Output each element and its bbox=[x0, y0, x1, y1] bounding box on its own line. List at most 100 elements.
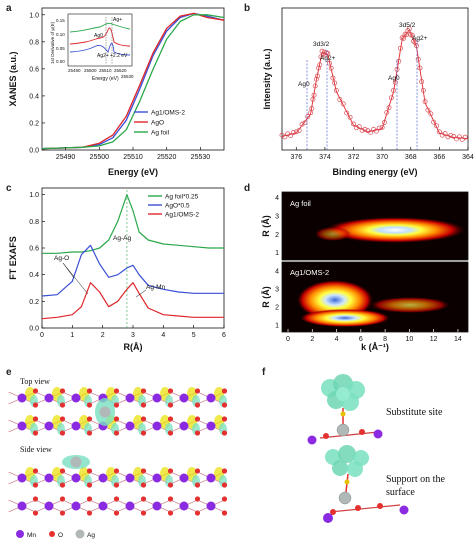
atom-mn bbox=[125, 421, 135, 431]
label-substitute-site: Substitute site bbox=[386, 407, 443, 418]
atom-o bbox=[221, 430, 228, 436]
xps-point bbox=[317, 62, 323, 68]
atom-mn bbox=[44, 421, 54, 431]
xtick-label-b: 368 bbox=[405, 154, 417, 161]
inset-ytick-2: 0.05 bbox=[56, 46, 65, 51]
side-view-label: Side view bbox=[20, 445, 52, 454]
xtick-label-c: 3 bbox=[131, 332, 135, 339]
xtick-label-b: 366 bbox=[434, 154, 446, 161]
atom-mn bbox=[206, 501, 216, 511]
atom-mn bbox=[71, 473, 81, 483]
xps-point bbox=[328, 65, 334, 71]
atom-o bbox=[221, 510, 228, 516]
atom-mn bbox=[125, 501, 135, 511]
atom-mn bbox=[152, 501, 162, 511]
ytick-label-a: 0.2 bbox=[29, 120, 39, 127]
xtick-label-d: 8 bbox=[383, 336, 387, 343]
xtick-label-a: 25510 bbox=[123, 154, 143, 161]
xps-point bbox=[327, 60, 332, 66]
xps-point bbox=[419, 79, 425, 85]
atom-mn bbox=[17, 421, 27, 431]
panel-c-chart: 0 1 2 3 4 5 6 0.0 0.2 0.4 0.6 0.8 1.0 Ag-Ag Ag-O Ag… bbox=[8, 187, 226, 352]
xtick-label-b: 364 bbox=[462, 154, 474, 161]
xtick-label-c: 4 bbox=[161, 332, 165, 339]
panel-f-structure: Substitute site Support on the surface bbox=[307, 374, 445, 523]
xps-point bbox=[396, 58, 402, 64]
inset-ylabel: 1st Derivative of μ(E) bbox=[50, 21, 55, 64]
inset-curve-ag1oms2 bbox=[69, 42, 131, 56]
atom-o bbox=[221, 416, 228, 422]
atom-mn bbox=[206, 393, 216, 403]
inset-ann-ag2plus: Ag2+ bbox=[97, 53, 109, 59]
xanes-line-2 bbox=[41, 14, 225, 150]
atom-mn bbox=[17, 473, 27, 483]
legend-label-o: O bbox=[58, 532, 63, 539]
xps-point bbox=[288, 133, 294, 139]
xps-point bbox=[442, 131, 448, 137]
xps-point bbox=[340, 101, 346, 107]
xps-label-3d3: 3d3/2 bbox=[313, 41, 330, 48]
atom-mn bbox=[125, 473, 135, 483]
xps-point bbox=[409, 33, 415, 38]
atom-mn bbox=[179, 501, 189, 511]
panel-a-ylabel: XANES (a.u.) bbox=[8, 51, 18, 106]
xps-point bbox=[299, 121, 305, 127]
panel-a-xlabel: Energy (eV) bbox=[108, 167, 158, 177]
exafs-arrow-agmn bbox=[135, 289, 147, 298]
ytick-label-d-bottom: 3 bbox=[275, 287, 279, 294]
legend-atom-ag bbox=[75, 529, 85, 539]
xps-point bbox=[312, 83, 318, 89]
ytick-label-a: 0.4 bbox=[29, 93, 39, 100]
inset-ann-shift: +2.2 eV bbox=[110, 53, 128, 59]
xps-point bbox=[414, 43, 419, 49]
xps-point bbox=[293, 129, 299, 135]
legend-label-agfoil: Ag foil bbox=[151, 130, 170, 137]
heatmap-ag1oms2-frame bbox=[281, 261, 469, 333]
xps-point bbox=[316, 65, 322, 71]
xtick-label-d: 6 bbox=[359, 336, 363, 343]
xps-point bbox=[368, 129, 374, 135]
xps-point bbox=[391, 87, 397, 93]
xps-point bbox=[436, 129, 442, 135]
xps-point bbox=[428, 111, 434, 117]
inset-xlabel: Energy (eV) bbox=[92, 76, 119, 82]
xps-point bbox=[325, 50, 331, 56]
inset-xtick-1: 25490 bbox=[68, 68, 81, 73]
atom-mn bbox=[17, 393, 27, 403]
top-view-label: Top view bbox=[20, 377, 50, 386]
inset-curve-agfoil bbox=[69, 22, 131, 33]
xps-point bbox=[462, 134, 468, 140]
panel-a-chart: 25490 25500 25510 25520 25530 0.00.20.40.60.… bbox=[8, 7, 225, 177]
xps-point bbox=[415, 56, 421, 62]
atom-mn bbox=[17, 501, 27, 511]
ytick-label-d-top: 1 bbox=[275, 250, 279, 257]
xps-point bbox=[408, 32, 414, 38]
panel-c-legend: Ag foil*0.25 AgO*0.5 Ag1/OMS-2 bbox=[148, 194, 199, 219]
panel-d-xlabel: k (Å⁻¹) bbox=[361, 342, 389, 352]
xps-point bbox=[290, 130, 296, 135]
xps-point bbox=[376, 125, 382, 131]
atom-o bbox=[221, 402, 228, 408]
panel-a-legend: Ag1/OMS-2 AgO Ag foil bbox=[134, 110, 185, 137]
xps-point bbox=[362, 126, 368, 132]
xps-point bbox=[417, 65, 423, 71]
xps-point bbox=[439, 132, 445, 138]
xps-point bbox=[305, 114, 311, 120]
exafs-label-agmn: Ag-Mn bbox=[146, 284, 166, 291]
inset-curve-ago bbox=[69, 27, 131, 47]
legend-label-agfoil-c: Ag foil*0.25 bbox=[165, 194, 199, 201]
legend-label-ago-c: AgO*0.5 bbox=[165, 203, 190, 210]
xtick-label-b: 374 bbox=[319, 154, 331, 161]
xtick-label-c: 5 bbox=[192, 332, 196, 339]
heatmap-agfoil-label: Ag foil bbox=[290, 199, 311, 208]
xps-point bbox=[384, 110, 390, 116]
panel-c-frame bbox=[41, 187, 225, 329]
xps-point bbox=[398, 45, 403, 51]
inset-xtick-2: 25500 bbox=[84, 68, 97, 73]
xtick-label-a: 25490 bbox=[56, 154, 76, 161]
atom-mn bbox=[44, 501, 54, 511]
legend-label-ago: AgO bbox=[151, 120, 164, 127]
xtick-label-b: 370 bbox=[376, 154, 388, 161]
xps-point bbox=[330, 75, 336, 81]
